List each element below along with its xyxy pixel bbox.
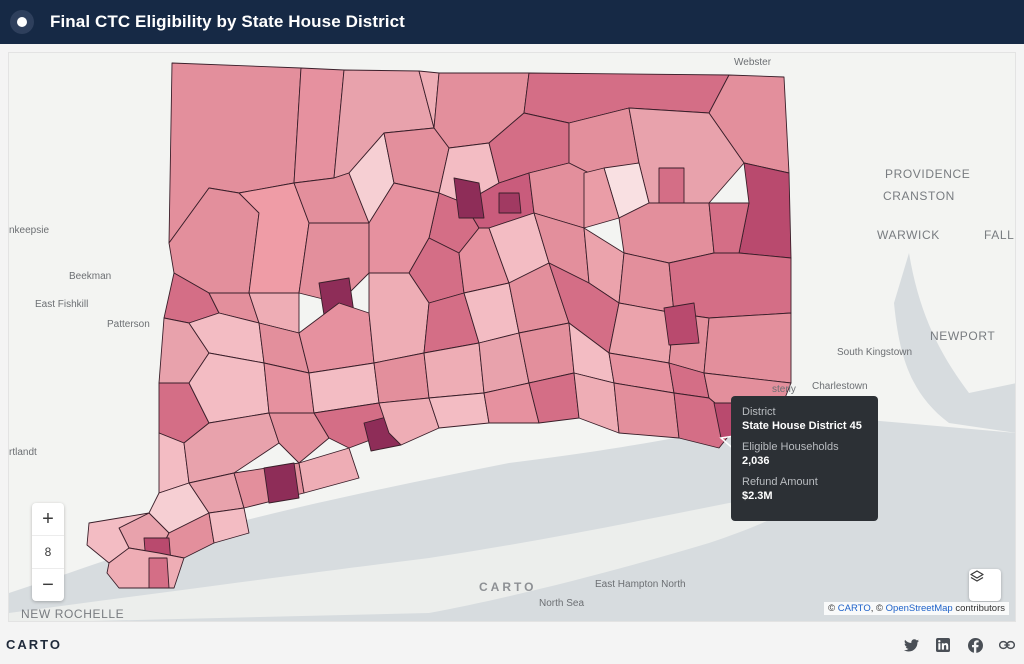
carto-watermark: CARTO	[479, 580, 537, 594]
layers-button[interactable]	[969, 569, 1001, 601]
place-label: East Hampton North	[595, 579, 686, 590]
district-tooltip: District State House District 45 Eligibl…	[731, 396, 878, 521]
attribution-prefix: ©	[828, 603, 836, 614]
place-label: Patterson	[107, 319, 150, 330]
tooltip-refund-value: $2.3M	[742, 490, 773, 502]
district-shape[interactable]	[263, 462, 300, 504]
district-shape[interactable]	[208, 507, 250, 544]
place-label: NEW ROCHELLE	[21, 607, 125, 621]
zoom-in-button[interactable]: +	[42, 507, 54, 530]
link-icon[interactable]	[998, 636, 1016, 654]
tooltip-households-value: 2,036	[742, 455, 770, 467]
place-label: FALL	[984, 228, 1015, 242]
app-header: Final CTC Eligibility by State House Dis…	[0, 0, 1024, 44]
place-label: PROVIDENCE	[885, 167, 971, 181]
place-label: sterly	[772, 384, 796, 395]
district-shape[interactable]	[268, 412, 330, 464]
place-label: Beekman	[69, 271, 112, 282]
district-shape[interactable]	[663, 302, 700, 346]
place-label: CRANSTON	[883, 189, 955, 203]
osm-link[interactable]: OpenStreetMap	[885, 603, 953, 614]
district-shape[interactable]	[498, 192, 522, 214]
linkedin-icon[interactable]	[934, 636, 952, 654]
map-attribution: © CARTO, © OpenStreetMap contributors	[824, 602, 1009, 615]
district-shape[interactable]	[428, 392, 490, 429]
district-shape[interactable]	[148, 557, 170, 589]
app-footer: CARTO	[0, 627, 1024, 664]
page-title: Final CTC Eligibility by State House Dis…	[50, 12, 405, 31]
district-shape[interactable]	[378, 397, 440, 446]
facebook-icon[interactable]	[966, 636, 984, 654]
tooltip-households-label: Eligible Households	[742, 441, 839, 453]
layers-icon	[970, 570, 984, 582]
district-shape[interactable]	[453, 177, 485, 219]
map-canvas[interactable]	[9, 53, 1016, 622]
zoom-out-button[interactable]: −	[42, 573, 54, 596]
twitter-icon[interactable]	[902, 636, 920, 654]
attribution-suffix: contributors	[955, 603, 1005, 614]
carto-link[interactable]: CARTO	[837, 603, 871, 614]
zoom-level: 8	[32, 535, 64, 569]
tooltip-district-value: State House District 45	[742, 420, 862, 432]
place-label: Webster	[734, 57, 772, 68]
place-label: NEWPORT	[930, 329, 996, 343]
district-shape[interactable]	[703, 312, 792, 384]
map-container[interactable]: Webster PROVIDENCE CRANSTON WARWICK FALL…	[8, 52, 1016, 622]
place-label: WARWICK	[877, 228, 940, 242]
district-shape[interactable]	[423, 342, 485, 399]
place-label: South Kingstown	[837, 347, 913, 358]
zoom-control: + 8 −	[32, 503, 64, 601]
district-shape[interactable]	[618, 202, 715, 264]
place-label: East Fishkill	[35, 299, 89, 310]
place-label: Charlestown	[812, 381, 868, 392]
tooltip-refund-label: Refund Amount	[742, 476, 818, 488]
tooltip-district-label: District	[742, 406, 776, 418]
district-shape[interactable]	[518, 322, 575, 384]
district-shape[interactable]	[618, 252, 675, 314]
place-label: nkeepsie	[9, 225, 50, 236]
place-label: North Sea	[539, 598, 585, 609]
share-icons	[902, 636, 1016, 654]
app-logo-icon[interactable]	[10, 10, 34, 34]
attribution-separator: , ©	[870, 603, 883, 614]
place-label: rtlandt	[9, 447, 37, 458]
carto-brand-logo[interactable]: CARTO	[6, 637, 62, 652]
district-shape[interactable]	[298, 447, 360, 494]
